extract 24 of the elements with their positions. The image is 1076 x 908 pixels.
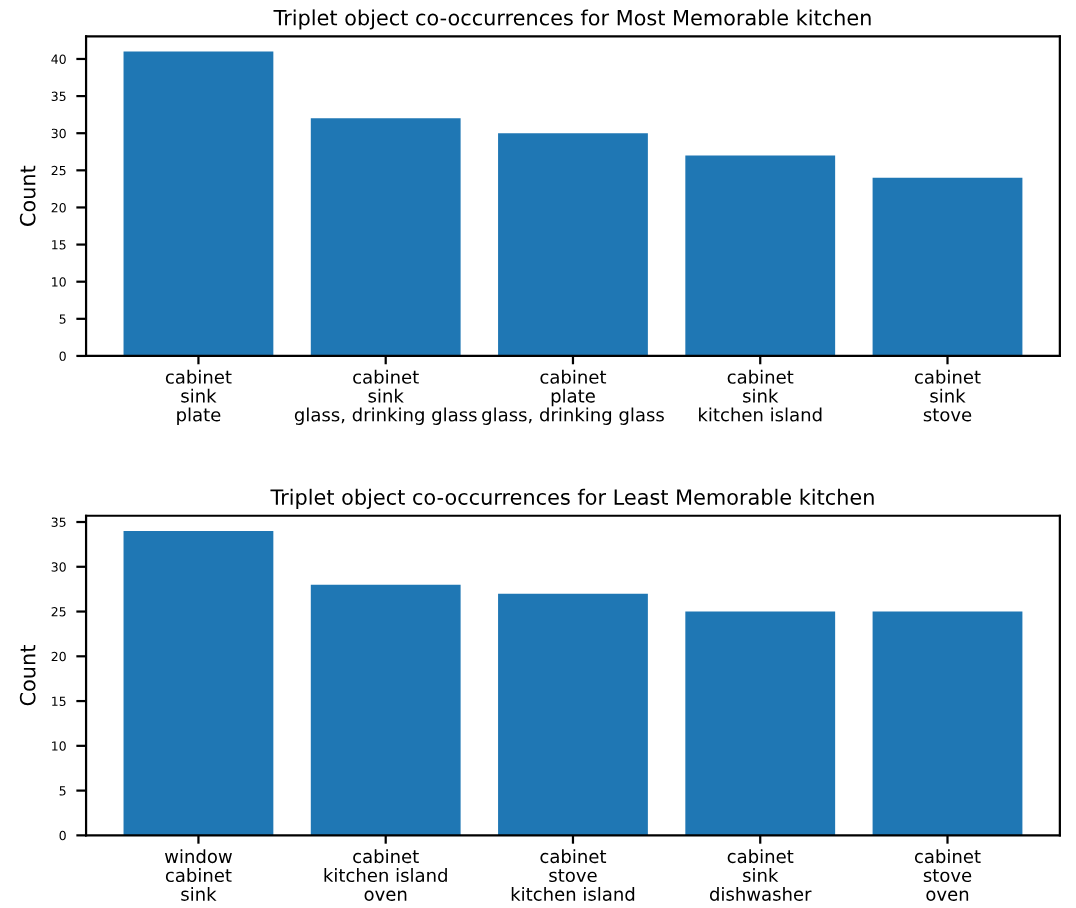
bar — [310, 584, 461, 836]
bar — [123, 51, 274, 356]
bar — [685, 611, 836, 836]
x-tick-label: cabinet kitchen island oven — [324, 849, 447, 901]
bar — [498, 593, 648, 836]
x-tick-label: cabinet sink stove — [914, 369, 981, 422]
chart-title: Triplet object co-occurrences for Least Memorable kitchen — [270, 488, 874, 509]
x-tick-label: cabinet plate glass, drinking glass — [482, 369, 664, 425]
x-tick-label: cabinet stove kitchen island — [511, 849, 635, 901]
x-tick-label: cabinet sink kitchen island — [699, 369, 822, 422]
bar — [685, 155, 836, 356]
bar — [310, 118, 461, 356]
bar — [498, 133, 648, 356]
x-tick-label: cabinet sink dishwasher — [709, 849, 812, 901]
bar — [123, 530, 274, 836]
x-tick-label: cabinet sink glass, drinking glass — [294, 369, 477, 425]
bar — [872, 177, 1023, 356]
y-axis-title: Count — [19, 645, 36, 706]
chart-title: Triplet object co-occurrences for Most Memorable kitchen — [273, 9, 871, 30]
x-tick-label: cabinet stove oven — [914, 849, 981, 901]
x-tick-label: window cabinet sink — [164, 849, 232, 901]
bar — [872, 611, 1023, 836]
y-axis-title: Count — [19, 165, 36, 226]
x-tick-label: cabinet sink plate — [165, 369, 232, 425]
